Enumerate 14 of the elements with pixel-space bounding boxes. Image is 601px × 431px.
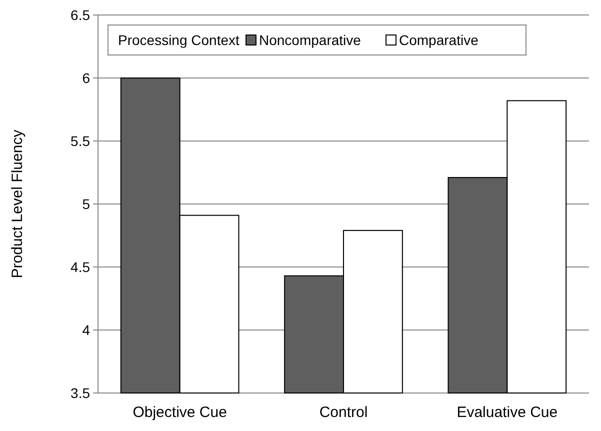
y-tick-label: 6.5	[70, 6, 90, 23]
y-tick-label: 5	[82, 196, 90, 212]
legend-label: Noncomparative	[259, 32, 362, 48]
legend-title: Processing Context	[118, 32, 240, 48]
y-tick-label: 6	[82, 70, 90, 86]
x-tick-label: Objective Cue	[132, 404, 227, 421]
y-tick-label: 4	[82, 322, 90, 338]
y-axis-title: Product Level Fluency	[9, 129, 26, 278]
legend-label: Comparative	[399, 32, 479, 48]
y-tick-label: 5.5	[70, 132, 90, 149]
x-tick-label: Control	[319, 404, 368, 421]
y-tick-label: 3.5	[70, 384, 90, 401]
y-tick-label: 4.5	[70, 258, 90, 275]
x-tick-label: Evaluative Cue	[456, 404, 558, 421]
